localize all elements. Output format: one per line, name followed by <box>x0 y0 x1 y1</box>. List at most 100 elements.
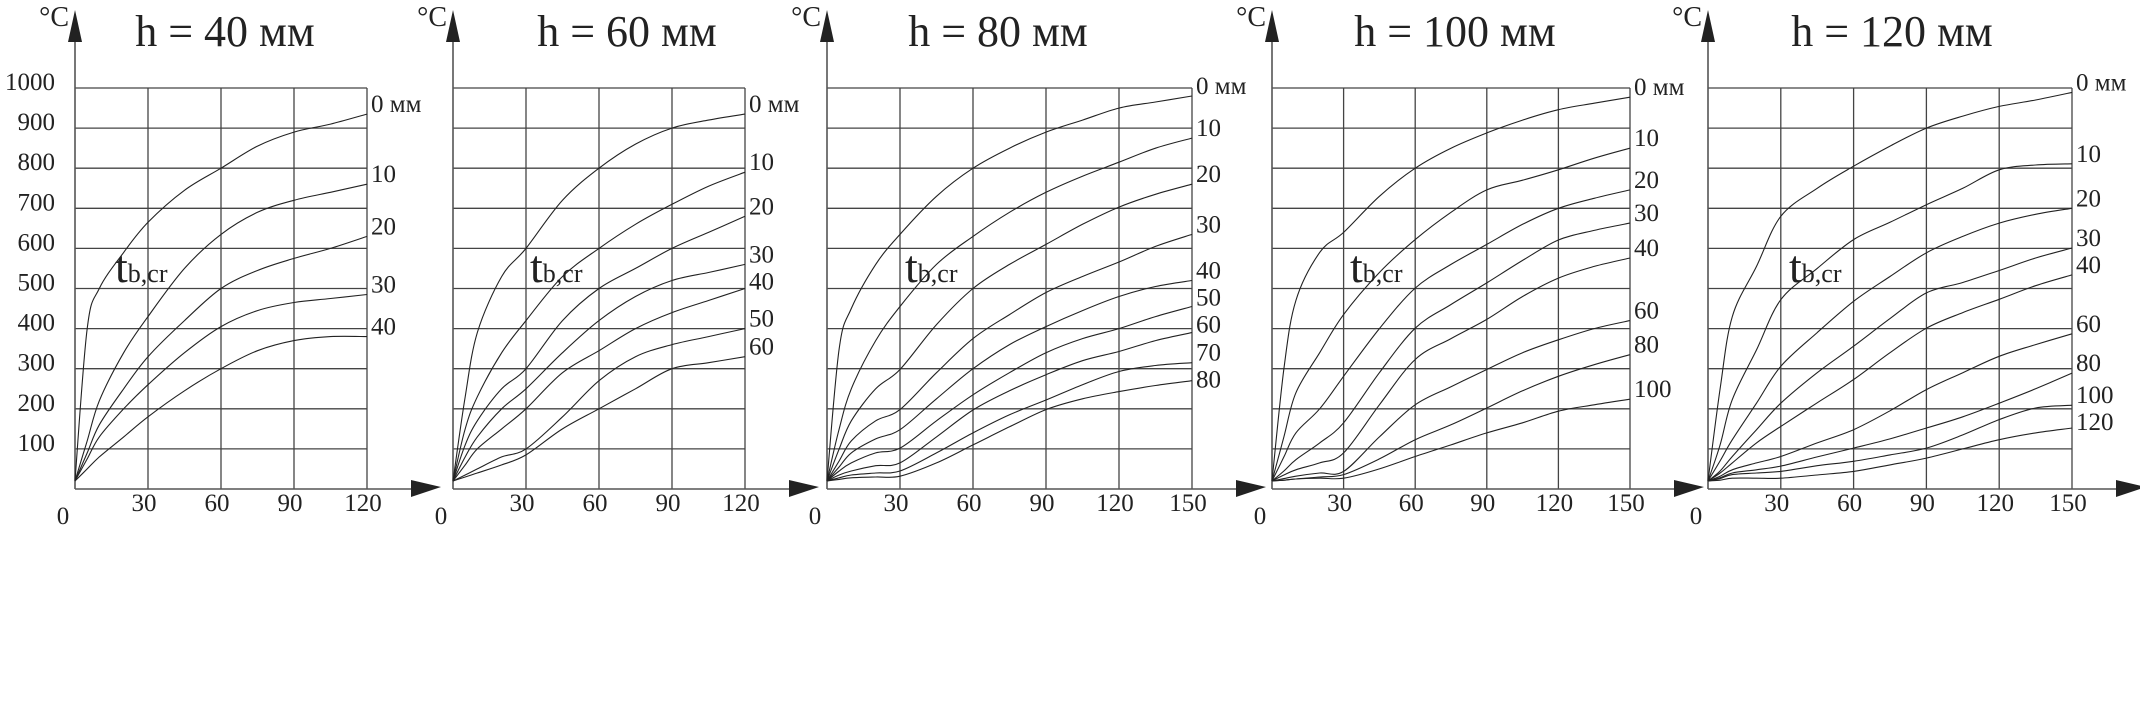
curve-label: 60 <box>1196 311 1221 338</box>
origin-label: 0 <box>809 503 822 530</box>
chart-panel-4: °C h = 100 мм 0 30 60 90 120 150 0 мм 10 20 30 40 60 8… <box>1236 2 1704 530</box>
y-axis-unit-label: °C <box>39 2 69 33</box>
curve-label: 30 <box>2076 225 2101 252</box>
curve-depth-40 <box>1271 257 1631 482</box>
x-tick-label: 30 <box>1327 490 1352 517</box>
x-tick-label: 120 <box>344 490 382 517</box>
y-tick-label: 900 <box>18 109 56 136</box>
curve-label: 0 мм <box>1196 73 1247 100</box>
x-axis-arrow-icon <box>1674 480 1704 497</box>
y-axis-arrow-icon <box>1701 10 1715 42</box>
curve-depth-60 <box>1707 333 2073 482</box>
x-tick-label: 150 <box>2049 490 2087 517</box>
curve-label: 20 <box>2076 185 2101 212</box>
curve-depth-80 <box>1707 372 2073 482</box>
origin-label: 0 <box>1690 503 1703 530</box>
curve-depth-60 <box>1271 320 1631 482</box>
x-axis-arrow-icon <box>789 480 819 497</box>
curve-label: 50 <box>1196 284 1221 311</box>
curve-depth-40 <box>74 335 368 482</box>
curve-label: 60 <box>1634 298 1659 325</box>
chart-title: h = 40 мм <box>135 7 315 56</box>
curve-label: 100 <box>1634 376 1672 403</box>
x-tick-label: 90 <box>1030 490 1055 517</box>
curve-label: 80 <box>1634 332 1659 359</box>
curve-label: 0 мм <box>749 91 800 118</box>
y-axis-arrow-icon <box>446 10 460 42</box>
curve-label: 40 <box>1196 257 1221 284</box>
y-axis-unit-label: °C <box>417 2 447 33</box>
y-axis-unit-label: °C <box>791 2 821 33</box>
critical-temperature-annotation: tb,cr <box>1350 241 1403 292</box>
x-tick-label: 60 <box>957 490 982 517</box>
curve-label: 50 <box>749 306 774 333</box>
origin-label: 0 <box>1254 503 1267 530</box>
curve-depth-20 <box>826 183 1193 482</box>
curve-label: 20 <box>371 213 396 240</box>
curve-label: 60 <box>2076 311 2101 338</box>
curve-label: 40 <box>2076 252 2101 279</box>
curve-label: 20 <box>1196 161 1221 188</box>
curve-depth-120 <box>1707 427 2073 482</box>
curve-label: 10 <box>749 149 774 176</box>
curve-label: 30 <box>1196 211 1221 238</box>
chart-title: h = 100 мм <box>1354 7 1556 56</box>
curve-depth-40 <box>1707 274 2073 482</box>
curve-label: 120 <box>2076 409 2114 436</box>
curve-depth-40 <box>826 279 1193 482</box>
y-axis-arrow-icon <box>820 10 834 42</box>
curve-depth-60 <box>452 356 746 482</box>
curve-label: 40 <box>1634 235 1659 262</box>
curve-label: 20 <box>1634 167 1659 194</box>
curve-depth-10 <box>1271 147 1631 482</box>
origin-label: 0 <box>435 503 448 530</box>
curve-depth-50 <box>452 328 746 482</box>
curve-depth-10 <box>74 183 368 482</box>
curve-depth-100 <box>1271 398 1631 482</box>
y-axis-unit-label: °C <box>1236 2 1266 33</box>
y-tick-label: 500 <box>18 270 56 297</box>
curve-depth-30 <box>1707 247 2073 482</box>
y-axis-unit-label: °C <box>1672 2 1702 33</box>
curve-label: 80 <box>1196 367 1221 394</box>
curve-label: 30 <box>749 241 774 268</box>
x-tick-label: 60 <box>583 490 608 517</box>
x-tick-label: 30 <box>1764 490 1789 517</box>
y-axis-arrow-icon <box>68 10 82 42</box>
y-tick-label: 100 <box>18 430 56 457</box>
x-tick-label: 60 <box>1399 490 1424 517</box>
x-tick-label: 30 <box>884 490 909 517</box>
x-tick-label: 90 <box>278 490 303 517</box>
x-axis-arrow-icon <box>1236 480 1266 497</box>
x-tick-label: 90 <box>656 490 681 517</box>
chart-panel-1: °C h = 40 мм 0 30 60 90 120 100 200 300 400 500 600 7… <box>5 2 441 530</box>
x-tick-label: 120 <box>1536 490 1574 517</box>
x-tick-label: 90 <box>1910 490 1935 517</box>
curve-label: 30 <box>1634 200 1659 227</box>
chart-title: h = 80 мм <box>908 7 1088 56</box>
x-tick-label: 120 <box>1096 490 1134 517</box>
curve-label: 40 <box>371 314 396 341</box>
chart-title: h = 120 мм <box>1791 7 1993 56</box>
x-tick-label: 60 <box>1837 490 1862 517</box>
x-tick-label: 120 <box>722 490 760 517</box>
curve-depth-100 <box>1707 404 2073 482</box>
curve-label: 40 <box>749 268 774 295</box>
curve-depth-0 <box>1271 96 1631 482</box>
x-tick-label: 150 <box>1169 490 1207 517</box>
curve-label: 100 <box>2076 382 2114 409</box>
curve-depth-30 <box>826 233 1193 482</box>
y-tick-label: 300 <box>18 350 56 377</box>
y-tick-label: 700 <box>18 189 56 216</box>
x-tick-label: 120 <box>1976 490 2014 517</box>
critical-temperature-annotation: tb,cr <box>115 241 168 292</box>
curve-label: 80 <box>2076 350 2101 377</box>
curve-label: 30 <box>371 272 396 299</box>
curve-depth-10 <box>452 171 746 482</box>
y-tick-label: 400 <box>18 310 56 337</box>
